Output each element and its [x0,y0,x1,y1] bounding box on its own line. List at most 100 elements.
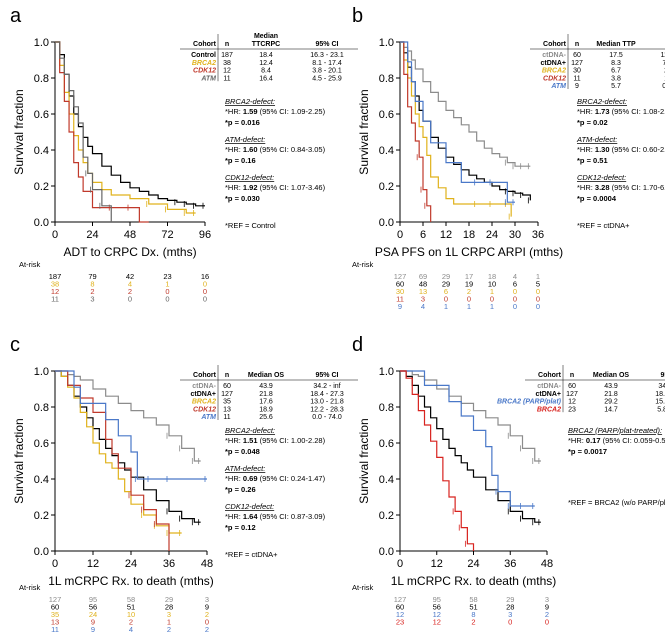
table-n: 11 [573,75,580,82]
at-risk-count: 0 [513,295,517,304]
table-cohort: ctDNA+ [541,60,566,67]
table-median: 16.4 [259,75,273,82]
p-value: *p = 0.12 [225,523,256,532]
x-tick-label: 36 [163,558,175,570]
at-risk-count: 2 [467,287,471,296]
table-median: 3.8 [611,75,621,82]
hr-part: *HR: [577,107,595,116]
y-tick-label: 0.2 [379,510,394,522]
table-n: 30 [573,68,581,75]
hr-line: *HR: 1.64 (95% CI: 0.87-3.09) [225,512,326,521]
ref-note: *REF = ctDNA+ [225,550,278,559]
km-curve-ctDNA- [55,370,201,462]
table-median: 25.6 [259,414,273,421]
x-tick-label: 0 [52,229,58,241]
hr-line: *HR: 0.69 (95% CI: 0.24-1.47) [225,474,326,483]
table-header: n [575,41,579,48]
at-risk-count: 11 [51,295,59,304]
p-value: *p = 0.26 [225,485,256,494]
at-risk-count: 1 [467,302,471,311]
hr-part: 0.17 [586,436,601,445]
table-n: 23 [568,406,576,413]
at-risk-count: 11 [396,295,404,304]
hr-part: 1.60 [243,145,258,154]
table-median: 43.9 [259,383,273,390]
hr-part: (95% CI: 0.24-1.47) [258,474,326,483]
hr-part: 1.30 [595,145,610,154]
x-tick-label: 6 [420,229,426,241]
at-risk-count: 127 [49,595,62,604]
at-risk-label: At-risk [352,260,373,269]
table-ci: 0.0 - 74.0 [312,414,342,421]
hr-part: 1.92 [243,183,258,192]
at-risk-count: 3 [545,595,549,604]
y-tick-label: 1.0 [34,366,49,378]
at-risk-count: 4 [513,272,517,281]
hr-part: *HR: [225,436,243,445]
km-curve-BRCA2 [55,41,196,214]
table-ci: 34.2 - inf [313,383,340,390]
table-ci: 13.0 - 21.8 [310,399,344,406]
hr-part: (95% CI: 0.87-3.09) [258,512,326,521]
at-risk-count: 2 [545,610,549,619]
hr-line: *HR: 1.92 (95% CI: 1.07-3.46) [225,183,326,192]
table-ci: 12.2 - 28.3 [310,406,344,413]
table-header: Median [254,33,278,40]
table-cohort: Control [191,52,216,59]
x-tick-label: 24 [86,229,98,241]
table-median: 17.6 [259,399,273,406]
at-risk-count: 2 [129,618,133,627]
x-tick-label: 96 [199,229,211,241]
table-ci: 16.3 - 23.1 [310,52,344,59]
at-risk-count: 4 [128,280,132,289]
km-curve-BRCA2 [400,370,475,551]
hr-part: (95% CI: 1.08-2.77) [610,107,665,116]
x-tick-label: 24 [467,558,479,570]
p-value: *p = 0.02 [577,118,608,127]
y-tick-label: 0.8 [34,402,49,414]
table-header: 95% CI [316,372,339,379]
at-risk-label: At-risk [352,583,373,592]
km-curve-CDK12 [400,41,432,222]
x-tick-label: 0 [397,229,403,241]
table-cohort: BRCA2 [192,60,216,67]
table-cohort: CDK12 [193,406,216,413]
table-header: Cohort [193,41,217,48]
at-risk-count: 95 [89,595,97,604]
at-risk-count: 95 [433,595,441,604]
x-tick-label: 0 [52,558,58,570]
table-median: 5.7 [611,83,621,90]
table-ci: 15.9 - 54.4 [655,399,665,406]
hr-part: *HR: [225,474,243,483]
table-ci: 5.8 - 16.5 [657,406,665,413]
at-risk-count: 0 [513,302,517,311]
y-tick-label: 0.8 [379,402,394,414]
y-tick-label: 0.2 [34,181,49,193]
at-risk-count: 1 [490,287,494,296]
at-risk-count: 187 [49,272,62,281]
y-tick-label: 0.6 [34,109,49,121]
at-risk-label: At-risk [19,260,40,269]
at-risk-count: 23 [396,618,404,627]
y-tick-label: 0.0 [34,546,49,558]
hr-part: *HR: [577,183,595,192]
x-tick-label: 12 [440,229,452,241]
at-risk-count: 58 [469,595,477,604]
y-tick-label: 0.0 [379,546,394,558]
hr-line: *HR: 1.73 (95% CI: 1.08-2.77) [577,107,665,116]
at-risk-count: 13 [51,618,59,627]
x-tick-label: 30 [509,229,521,241]
at-risk-count: 56 [89,603,97,612]
at-risk-count: 69 [419,272,427,281]
at-risk-count: 1 [490,302,494,311]
at-risk-count: 0 [205,618,209,627]
at-risk-count: 8 [90,280,94,289]
p-value: *p = 0.048 [225,447,260,456]
hr-part: (95% CI: 0.84-3.05) [258,145,326,154]
at-risk-count: 6 [444,287,448,296]
x-axis-label: ADT to CRPC Dx. (mths) [63,245,196,259]
at-risk-count: 9 [205,603,209,612]
table-header: n [225,372,229,379]
table-ci: 3.8 - 20.1 [312,68,342,75]
